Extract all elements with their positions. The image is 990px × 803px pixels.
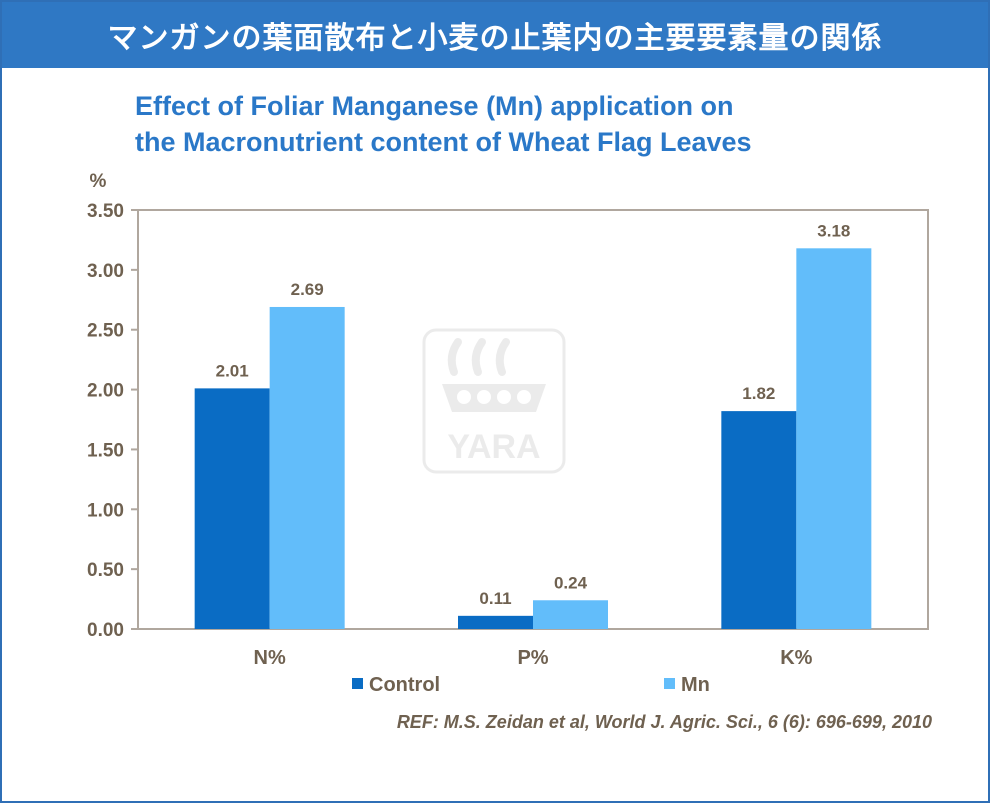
bar-control-p	[458, 615, 533, 629]
x-tick-label: P%	[517, 647, 548, 669]
legend-label-mn: Mn	[681, 674, 710, 696]
reference-citation: REF: M.S. Zeidan et al, World J. Agric. …	[396, 712, 932, 732]
plot-area: 0.00 0.50 1.00 1.50 2.00 2.50 3.00 3.50% 2.01 2.6…	[87, 171, 929, 669]
bar-mn-k	[796, 248, 872, 629]
bar-mn-n	[269, 306, 345, 629]
shield-circle	[457, 390, 471, 404]
y-tick-label: 0.50	[87, 560, 124, 581]
logo-border	[422, 328, 566, 474]
x-tick-label: K%	[780, 647, 812, 669]
data-label: 2.69	[291, 280, 324, 299]
japanese-banner-title: マンガンの葉面散布と小麦の止葉内の主要要素量の関係	[2, 2, 988, 68]
shield-circle	[477, 390, 491, 404]
bar-control-k	[721, 411, 797, 629]
y-tick-label: 0.00	[87, 620, 124, 641]
chart-title-line-1: Effect of Foliar Manganese (Mn) applicat…	[135, 91, 734, 121]
ship-hull	[442, 384, 546, 412]
data-label: 1.82	[742, 384, 775, 403]
chart-title: Effect of Foliar Manganese (Mn) applicat…	[135, 88, 752, 160]
y-tick-label: 2.50	[87, 321, 124, 342]
legend-label-control: Control	[369, 674, 440, 696]
legend-swatch-mn	[664, 678, 675, 689]
data-label: 2.01	[216, 361, 249, 380]
data-label: 0.24	[554, 573, 588, 592]
legend: Control Mn	[352, 674, 710, 696]
y-tick-label: 2.00	[87, 381, 124, 402]
legend-swatch-control	[352, 678, 363, 689]
sail-stroke	[447, 338, 462, 376]
logo-wordmark: YARA	[447, 428, 540, 466]
bar-control-n	[194, 388, 270, 629]
y-tick-label: 3.00	[87, 261, 124, 282]
y-axis-label: %	[90, 171, 107, 192]
chart-title-line-2: the Macronutrient content of Wheat Flag …	[135, 127, 752, 157]
y-tick-label: 1.50	[87, 440, 124, 461]
bar-mn-p	[533, 600, 608, 629]
x-tick-label: N%	[254, 647, 286, 669]
data-label: 3.18	[817, 221, 850, 240]
y-tick-label: 3.50	[87, 201, 124, 222]
yara-watermark-logo: YARA	[422, 328, 566, 474]
sail-stroke	[495, 338, 510, 376]
yara-logo-group: YARA	[422, 328, 566, 474]
data-label: 0.11	[479, 589, 511, 608]
shield-circle	[497, 390, 511, 404]
shield-circle	[517, 390, 531, 404]
sail-stroke	[471, 338, 486, 376]
y-tick-label: 1.00	[87, 500, 124, 521]
